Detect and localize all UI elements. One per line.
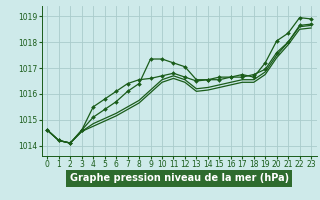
X-axis label: Graphe pression niveau de la mer (hPa): Graphe pression niveau de la mer (hPa) (70, 173, 289, 183)
